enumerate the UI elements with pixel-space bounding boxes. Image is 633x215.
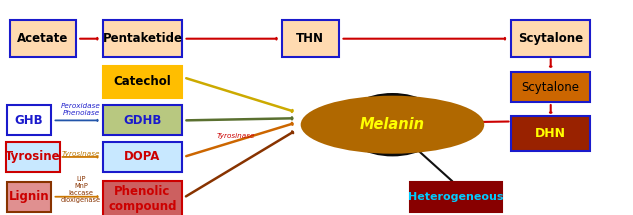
Text: Melanin: Melanin	[360, 117, 425, 132]
Text: Phenolic
compound: Phenolic compound	[108, 185, 177, 213]
FancyBboxPatch shape	[511, 116, 590, 150]
Ellipse shape	[301, 96, 484, 154]
Text: GHB: GHB	[15, 114, 44, 127]
Text: Scytalone: Scytalone	[522, 81, 580, 94]
Text: Tyrosinase: Tyrosinase	[62, 151, 100, 157]
Text: THN: THN	[296, 32, 324, 45]
FancyBboxPatch shape	[282, 20, 339, 57]
FancyBboxPatch shape	[10, 20, 76, 57]
Text: Lignin: Lignin	[9, 190, 49, 203]
FancyBboxPatch shape	[103, 181, 182, 215]
Text: Catechol: Catechol	[113, 75, 172, 88]
Ellipse shape	[342, 93, 443, 157]
Text: Tyrosinase: Tyrosinase	[216, 133, 254, 139]
FancyBboxPatch shape	[511, 20, 590, 57]
Text: Peroxidase
Phenolase: Peroxidase Phenolase	[61, 103, 101, 116]
Text: GDHB: GDHB	[123, 114, 161, 127]
FancyBboxPatch shape	[103, 20, 182, 57]
Text: LiP
MnP
laccase
dioxigenase: LiP MnP laccase dioxigenase	[61, 176, 101, 203]
Text: Scytalone: Scytalone	[518, 32, 583, 45]
Text: Heterogeneous: Heterogeneous	[408, 192, 503, 202]
FancyBboxPatch shape	[103, 105, 182, 135]
Text: Tyrosine: Tyrosine	[5, 150, 61, 163]
FancyBboxPatch shape	[103, 142, 182, 172]
Text: Acetate: Acetate	[17, 32, 69, 45]
Text: DOPA: DOPA	[124, 150, 161, 163]
FancyBboxPatch shape	[6, 142, 60, 172]
FancyBboxPatch shape	[103, 66, 182, 98]
Text: DHN: DHN	[536, 127, 566, 140]
FancyBboxPatch shape	[7, 105, 51, 135]
FancyBboxPatch shape	[7, 182, 51, 212]
Text: Pentaketide: Pentaketide	[103, 32, 182, 45]
FancyBboxPatch shape	[511, 72, 590, 102]
FancyBboxPatch shape	[410, 182, 501, 212]
